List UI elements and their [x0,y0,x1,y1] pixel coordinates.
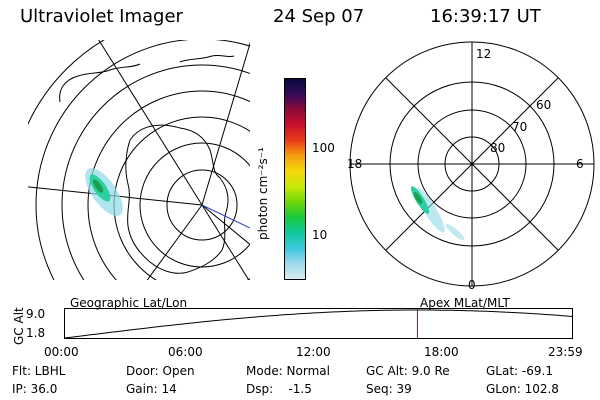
mlt-label-0: 0 [468,278,476,292]
geographic-map [28,40,250,280]
colorbar-tick-100: 100 [312,141,335,155]
coastline [125,124,229,274]
polar-map [349,41,595,287]
time-tick-0000: 00:00 [44,345,79,359]
mlat-label-80: 80 [490,141,506,155]
time-label: 16:39:17 UT [430,6,541,27]
mlt-label-18: 18 [347,157,363,171]
ip-value: IP: 36.0 [12,382,58,396]
gc-alt-plot [64,308,574,339]
gc-alt-ytick-max: 9.0 [26,307,46,321]
time-tick-1200: 12:00 [296,345,331,359]
colorbar-unit-label: photon cm⁻²s⁻¹ [256,147,270,240]
mode-value: Mode: Normal [246,364,330,378]
sequence-value: Seq: 39 [366,382,412,396]
glon-value: GLon: 102.8 [486,382,559,396]
latitude-circles [28,40,250,280]
time-tick-1800: 18:00 [424,345,459,359]
coastline-detail [59,54,235,103]
glat-value: GLat: -69.1 [486,364,553,378]
aurora-emission-polar [410,186,465,241]
plot-frame [64,308,573,339]
mlt-label-6: 6 [576,157,584,171]
altitude-curve [64,309,574,339]
colorbar [284,78,306,280]
mlat-label-70: 70 [512,120,528,134]
instrument-title: Ultraviolet Imager [20,6,183,27]
filter-value: Flt: LBHL [12,364,66,378]
gc-alt-ylabel: GC Alt [12,307,26,345]
gain-value: Gain: 14 [126,382,177,396]
date-label: 24 Sep 07 [273,6,365,27]
dsp-value: Dsp: -1.5 [246,382,312,396]
gc-alt-value: GC Alt: 9.0 Re [366,364,450,378]
geographic-map-label: Geographic Lat/Lon [70,296,188,310]
time-tick-2359: 23:59 [548,345,583,359]
colorbar-tick-10: 10 [312,228,328,242]
polar-map-label: Apex MLat/MLT [420,296,510,310]
gc-alt-ytick-min: 1.8 [26,326,46,340]
mlt-label-12: 12 [476,47,492,61]
time-tick-0600: 06:00 [168,345,203,359]
aurora-emission-geo [85,168,123,216]
mlat-label-60: 60 [536,98,552,112]
door-value: Door: Open [126,364,195,378]
